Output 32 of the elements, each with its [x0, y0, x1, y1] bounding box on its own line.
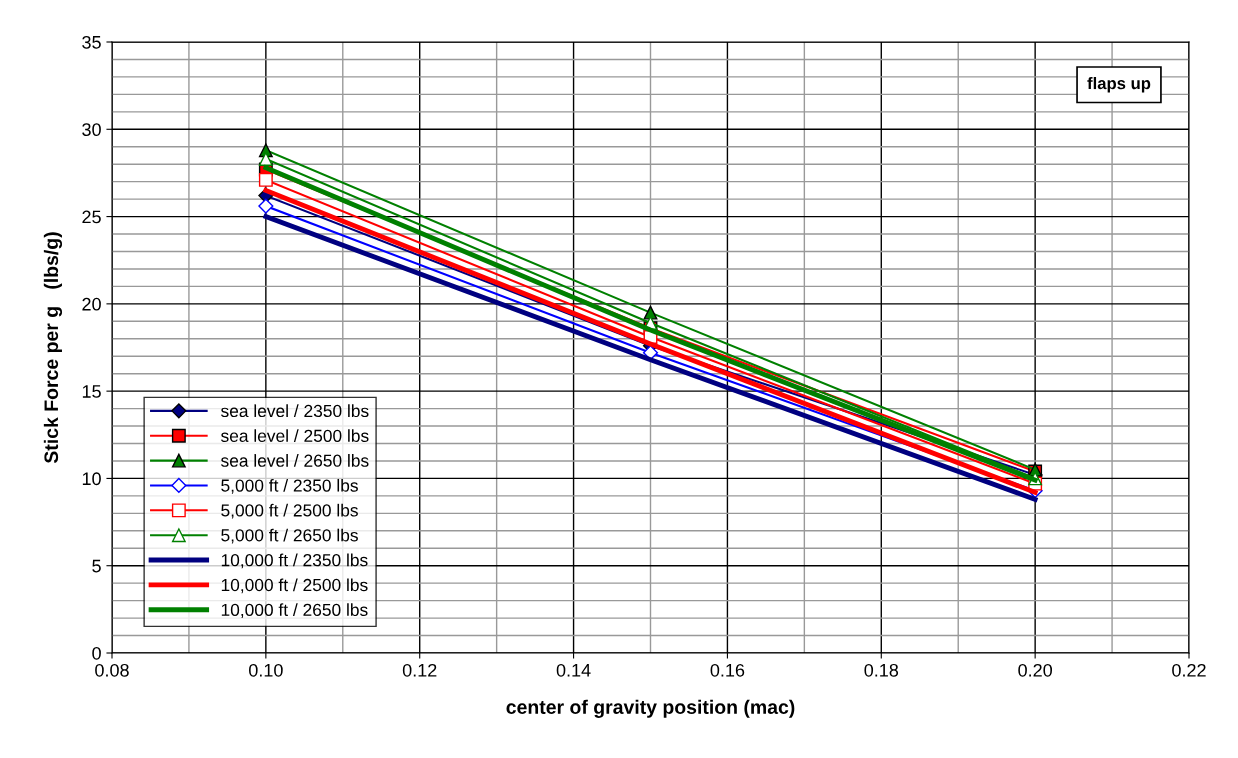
annotation: flaps up: [1087, 77, 1151, 93]
legend-label: sea level / 2350 lbs: [221, 404, 369, 418]
x-tick-label: 0.18: [864, 663, 899, 677]
y-tick-label: 30: [82, 123, 101, 137]
y-tick-label: 15: [82, 385, 101, 398]
y-tick-label: 20: [82, 297, 101, 311]
legend-label: sea level / 2650 lbs: [221, 454, 369, 467]
point: [643, 305, 658, 320]
legend-label: 5,000 ft / 2500 lbs: [221, 503, 358, 519]
legend-label: 10,000 ft / 2500 lbs: [221, 578, 368, 594]
x-tick-label: 0.20: [1018, 663, 1053, 677]
legend-label: 5,000 ft / 2650 lbs: [221, 528, 358, 544]
x-tick-label: 0.22: [1172, 663, 1206, 677]
legend-label: sea level / 2500 lbs: [221, 429, 369, 442]
y-axis-title: Stick Force per g (lbs/g): [43, 232, 63, 464]
x-tick-label: 0.14: [556, 663, 591, 677]
point: [258, 172, 273, 187]
legend-label: 5,000 ft / 2350 lbs: [221, 478, 358, 494]
y-tick-label: 10: [82, 472, 101, 486]
x-tick-label: 0.10: [248, 663, 283, 677]
x-tick-label: 0.16: [710, 663, 745, 677]
point: [258, 198, 274, 214]
legend-label: 10,000 ft / 2350 lbs: [221, 553, 368, 569]
y-tick-label: 5: [92, 559, 101, 573]
x-tick-label: 0.12: [402, 663, 437, 677]
x-tick-label: 0.08: [95, 663, 129, 677]
y-tick-label: 25: [82, 210, 101, 224]
y-tick-label: 35: [82, 35, 101, 49]
x-axis-title: center of gravity position (mac): [506, 699, 795, 718]
point: [258, 152, 273, 166]
legend-label: 10,000 ft / 2650 lbs: [221, 603, 368, 619]
y-tick-label: 0: [92, 646, 101, 660]
